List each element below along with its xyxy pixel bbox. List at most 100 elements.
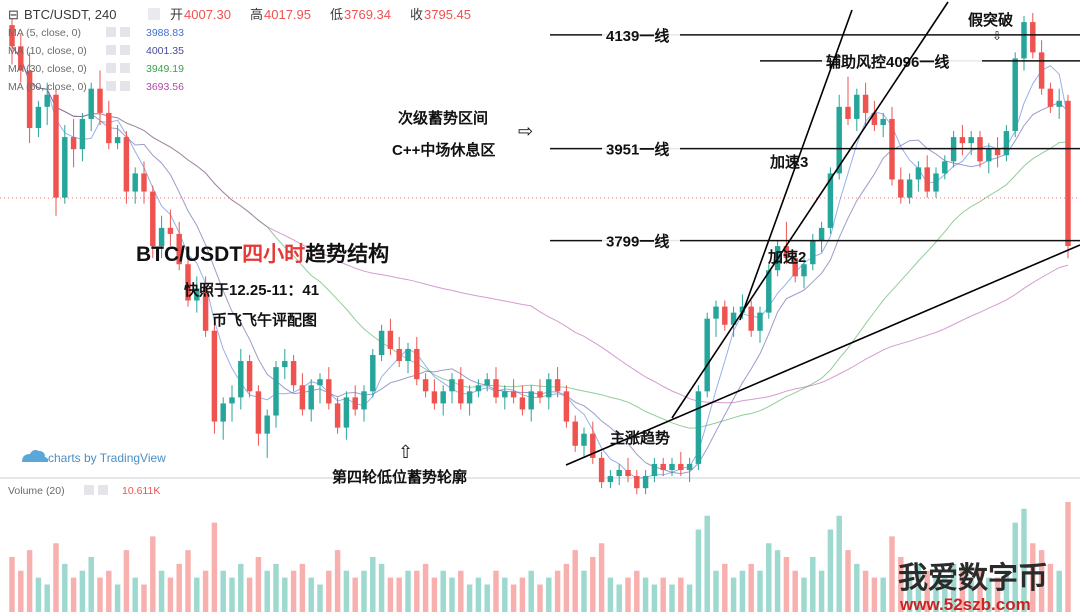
volume-bar xyxy=(502,577,508,612)
candle xyxy=(510,379,517,404)
volume-close-icon[interactable] xyxy=(98,485,108,495)
ma-legend-row[interactable]: MA (10, close, 0) 4001.35 xyxy=(8,45,184,57)
volume-bar xyxy=(642,577,649,612)
volume-bar xyxy=(97,577,103,612)
candle xyxy=(62,125,68,204)
volume-bar xyxy=(695,529,702,612)
arrow-down-icon: ⇩ xyxy=(992,29,1002,43)
tradingview-link[interactable]: charts by TradingView xyxy=(48,451,166,465)
volume-bar xyxy=(299,563,306,612)
volume-bar xyxy=(475,577,482,612)
volume-bar xyxy=(792,570,798,612)
ma-legend-value: 3949.19 xyxy=(146,63,184,75)
candle xyxy=(642,470,649,495)
volume-bar xyxy=(290,570,297,612)
volume-bar xyxy=(634,570,640,612)
volume-bar xyxy=(686,584,693,612)
candle xyxy=(431,379,438,410)
volume-bar xyxy=(1038,550,1045,612)
candle xyxy=(158,215,165,259)
volume-bar xyxy=(959,570,966,612)
ma-settings-icon[interactable] xyxy=(106,63,116,73)
volume-bar xyxy=(484,584,490,612)
ma-settings-icon[interactable] xyxy=(106,27,116,37)
volume-bar xyxy=(264,570,270,612)
tradingview-branding[interactable]: charts by TradingView xyxy=(22,450,166,465)
candle xyxy=(801,258,807,289)
ma-close-icon[interactable] xyxy=(120,27,130,37)
volume-bar xyxy=(317,584,323,612)
volume-bar xyxy=(9,557,15,612)
volume-bar xyxy=(933,577,939,612)
volume-bar xyxy=(466,584,473,612)
low-value: 3769.34 xyxy=(344,7,391,22)
ma-close-icon[interactable] xyxy=(120,45,130,55)
candle xyxy=(106,100,112,150)
candle xyxy=(959,125,966,156)
volume-bar xyxy=(915,563,922,612)
close-label: 收 xyxy=(410,7,423,22)
candle xyxy=(695,385,702,470)
candle xyxy=(1012,52,1018,138)
volume-bar xyxy=(141,584,147,612)
volume-settings-icon[interactable] xyxy=(84,485,94,495)
volume-bar xyxy=(35,577,42,612)
candle xyxy=(194,276,200,313)
high-value: 4017.95 xyxy=(264,7,311,22)
candle xyxy=(537,379,543,404)
ma-legend-row[interactable]: MA (5, close, 0) 3988.83 xyxy=(8,27,184,39)
volume-bar xyxy=(994,577,1001,612)
candle xyxy=(968,131,974,156)
candle xyxy=(70,118,77,168)
tradingview-cloud-icon xyxy=(22,450,49,462)
candle xyxy=(405,342,411,374)
volume-bar xyxy=(229,577,235,612)
volume-bar xyxy=(950,563,957,612)
candle xyxy=(440,385,446,416)
symbol-label[interactable]: BTC/USDT, 240 xyxy=(24,7,116,22)
annotation-fake-break: 假突破 xyxy=(968,11,1013,29)
candle xyxy=(449,373,455,404)
candle xyxy=(334,397,341,434)
ma-close-icon[interactable] xyxy=(120,63,130,73)
ma-settings-icon[interactable] xyxy=(106,81,116,91)
level-label-bg xyxy=(602,24,680,45)
candle xyxy=(757,306,763,343)
volume-bar xyxy=(431,577,438,612)
volume-bar xyxy=(810,557,816,612)
ma-legend-row[interactable]: MA (60, close, 0) 3693.56 xyxy=(8,81,184,93)
volume-bar xyxy=(150,536,156,612)
ma-legend-row[interactable]: MA (30, close, 0) 3949.19 xyxy=(8,63,184,75)
trendline-accel3 xyxy=(739,9,853,321)
ma-settings-icon[interactable] xyxy=(106,45,116,55)
volume-bar xyxy=(801,577,807,612)
volume-bar xyxy=(343,570,350,612)
candle xyxy=(361,385,367,422)
collapse-icon[interactable]: ⊟ xyxy=(8,7,19,22)
volume-bar xyxy=(660,577,666,612)
volume-bar xyxy=(1012,522,1018,612)
volume-bar xyxy=(194,577,200,612)
candle xyxy=(942,155,948,180)
settings-icon[interactable] xyxy=(148,8,160,20)
ma-legend-value: 3693.56 xyxy=(146,81,184,93)
volume-bar xyxy=(510,584,517,612)
candle xyxy=(229,385,235,422)
close-value: 3795.45 xyxy=(424,7,471,22)
candle xyxy=(317,373,323,404)
volume-bar xyxy=(361,570,367,612)
volume-bar xyxy=(818,570,825,612)
volume-bar xyxy=(774,550,781,612)
author-caption: 币飞飞午评配图 xyxy=(212,311,317,329)
candle xyxy=(255,385,262,446)
candle xyxy=(651,457,658,483)
ma-close-icon[interactable] xyxy=(120,81,130,91)
ma-60-line xyxy=(11,46,1069,404)
candle xyxy=(18,34,24,83)
volume-bar xyxy=(722,563,728,612)
ma-legend-label: MA (10, close, 0) xyxy=(8,45,87,57)
annotation-accel2: 加速2 xyxy=(767,248,806,266)
candle xyxy=(546,373,552,410)
